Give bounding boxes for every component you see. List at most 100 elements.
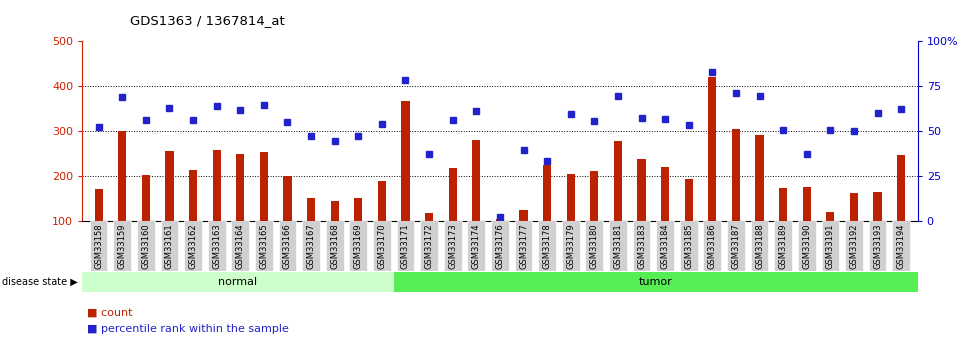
FancyBboxPatch shape [160,221,179,271]
Bar [803,187,810,221]
Text: normal: normal [218,277,258,286]
Text: GSM33167: GSM33167 [306,223,316,269]
FancyBboxPatch shape [868,221,887,271]
Bar [307,198,315,221]
Text: GSM33186: GSM33186 [708,223,717,269]
Text: GSM33166: GSM33166 [283,223,292,269]
Text: GSM33163: GSM33163 [213,223,221,269]
FancyBboxPatch shape [845,221,863,271]
FancyBboxPatch shape [185,221,202,271]
Text: GSM33161: GSM33161 [165,223,174,269]
FancyBboxPatch shape [633,221,650,271]
Bar [236,154,244,221]
Bar [590,171,599,221]
Text: GSM33168: GSM33168 [330,223,339,269]
FancyBboxPatch shape [727,221,745,271]
Text: GSM33171: GSM33171 [401,223,410,269]
Text: GSM33183: GSM33183 [637,223,646,269]
Text: GSM33190: GSM33190 [802,223,811,269]
FancyBboxPatch shape [232,221,249,271]
FancyBboxPatch shape [278,221,297,271]
FancyBboxPatch shape [515,221,532,271]
Text: GSM33191: GSM33191 [826,223,835,269]
Text: GSM33169: GSM33169 [354,223,363,269]
Text: GSM33159: GSM33159 [118,223,127,269]
Text: GSM33194: GSM33194 [896,223,906,269]
FancyBboxPatch shape [821,221,839,271]
Text: GSM33172: GSM33172 [425,223,434,269]
Bar [165,151,174,221]
FancyBboxPatch shape [137,221,155,271]
FancyBboxPatch shape [255,221,272,271]
Text: GSM33189: GSM33189 [779,223,787,269]
Text: GSM33176: GSM33176 [496,223,504,269]
FancyBboxPatch shape [420,221,438,271]
Text: GSM33177: GSM33177 [519,223,528,269]
Bar [613,141,622,221]
Text: GSM33170: GSM33170 [378,223,386,269]
FancyBboxPatch shape [443,221,462,271]
FancyBboxPatch shape [893,221,910,271]
Bar [873,192,882,221]
FancyBboxPatch shape [562,221,580,271]
Text: GSM33173: GSM33173 [448,223,457,269]
Bar [401,101,410,221]
Text: GSM33181: GSM33181 [613,223,622,269]
FancyBboxPatch shape [90,221,107,271]
Bar [520,209,527,221]
FancyBboxPatch shape [585,221,603,271]
FancyBboxPatch shape [703,221,722,271]
Text: disease state ▶: disease state ▶ [2,277,77,286]
Bar [118,131,127,221]
Bar [260,152,268,221]
Text: GSM33165: GSM33165 [259,223,269,269]
FancyBboxPatch shape [82,272,394,292]
Bar [567,174,575,221]
Text: GSM33188: GSM33188 [755,223,764,269]
Text: GSM33193: GSM33193 [873,223,882,269]
Bar [142,175,150,221]
Text: GSM33162: GSM33162 [188,223,198,269]
Text: ■ percentile rank within the sample: ■ percentile rank within the sample [87,325,289,334]
FancyBboxPatch shape [113,221,131,271]
Bar [213,150,221,221]
FancyBboxPatch shape [397,221,414,271]
FancyBboxPatch shape [798,221,815,271]
FancyBboxPatch shape [302,221,320,271]
Bar [543,165,552,221]
Bar [638,159,645,221]
Text: GSM33160: GSM33160 [141,223,151,269]
Bar [95,189,102,221]
FancyBboxPatch shape [468,221,485,271]
FancyBboxPatch shape [538,221,556,271]
FancyBboxPatch shape [610,221,627,271]
Bar [472,140,480,221]
FancyBboxPatch shape [680,221,697,271]
Bar [496,219,504,221]
FancyBboxPatch shape [751,221,768,271]
Text: GSM33179: GSM33179 [566,223,575,269]
Text: GSM33184: GSM33184 [661,223,669,269]
Bar [755,135,764,221]
FancyBboxPatch shape [656,221,674,271]
Text: GSM33164: GSM33164 [236,223,244,269]
Bar [732,129,740,221]
Text: GSM33187: GSM33187 [731,223,741,269]
Bar [330,201,339,221]
Text: GSM33174: GSM33174 [471,223,481,269]
Text: ■ count: ■ count [87,307,132,317]
Text: GSM33185: GSM33185 [684,223,694,269]
Bar [850,193,858,221]
Bar [425,213,433,221]
Bar [355,198,362,221]
Bar [283,176,292,221]
FancyBboxPatch shape [491,221,509,271]
Bar [378,181,386,221]
Text: GSM33180: GSM33180 [590,223,599,269]
Bar [189,170,197,221]
Bar [708,77,717,221]
Text: GSM33192: GSM33192 [849,223,859,269]
Text: GSM33158: GSM33158 [94,223,103,269]
FancyBboxPatch shape [373,221,390,271]
Text: tumor: tumor [639,277,672,286]
